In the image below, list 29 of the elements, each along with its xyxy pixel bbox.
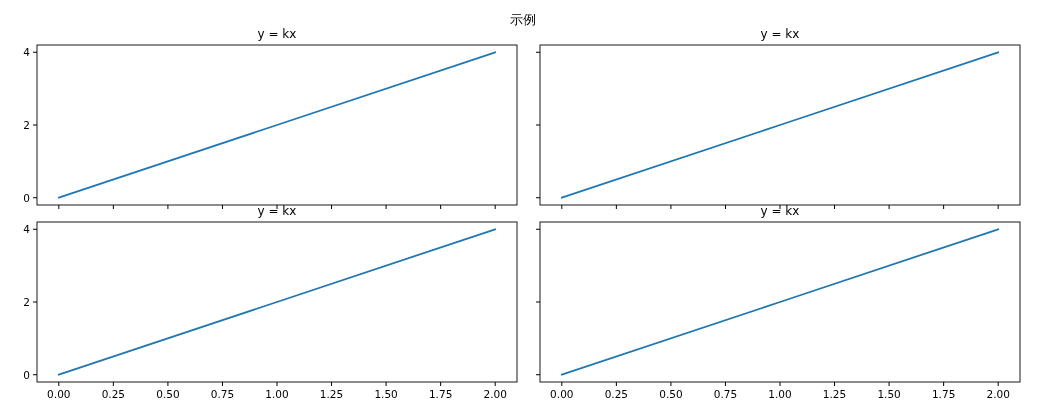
chart-title: y = kx bbox=[760, 27, 800, 41]
x-tick-label: 1.00 bbox=[768, 388, 792, 400]
x-tick-label: 0.25 bbox=[604, 388, 629, 400]
y-tick-label: 0 bbox=[23, 191, 30, 204]
x-tick-label: 0.00 bbox=[47, 388, 71, 400]
x-tick-label: 1.75 bbox=[428, 388, 453, 400]
y-tick-label: 4 bbox=[23, 223, 31, 236]
x-tick-label: 1.50 bbox=[877, 388, 901, 400]
x-tick-label: 1.00 bbox=[265, 388, 289, 400]
y-tick-label: 2 bbox=[23, 296, 30, 308]
y-tick-label: 4 bbox=[23, 46, 31, 59]
chart-title: y = kx bbox=[257, 204, 297, 218]
x-tick-label: 1.50 bbox=[374, 388, 398, 400]
x-tick-label: 0.75 bbox=[713, 388, 738, 400]
y-tick-label: 2 bbox=[23, 119, 30, 131]
x-tick-label: 0.50 bbox=[156, 388, 180, 400]
x-tick-label: 0.50 bbox=[659, 388, 683, 400]
chart-title: y = kx bbox=[257, 27, 297, 41]
x-tick-label: 1.25 bbox=[822, 388, 847, 400]
x-tick-label: 1.75 bbox=[931, 388, 956, 400]
y-tick-label: 0 bbox=[23, 368, 30, 381]
text: 示例 bbox=[510, 12, 536, 27]
x-tick-label: 0.25 bbox=[101, 388, 126, 400]
x-tick-label: 2.00 bbox=[483, 388, 507, 400]
x-tick-label: 1.25 bbox=[319, 388, 344, 400]
x-tick-label: 2.00 bbox=[986, 388, 1010, 400]
x-tick-label: 0.75 bbox=[210, 388, 235, 400]
chart-title: y = kx bbox=[760, 204, 800, 218]
x-tick-label: 0.00 bbox=[550, 388, 574, 400]
